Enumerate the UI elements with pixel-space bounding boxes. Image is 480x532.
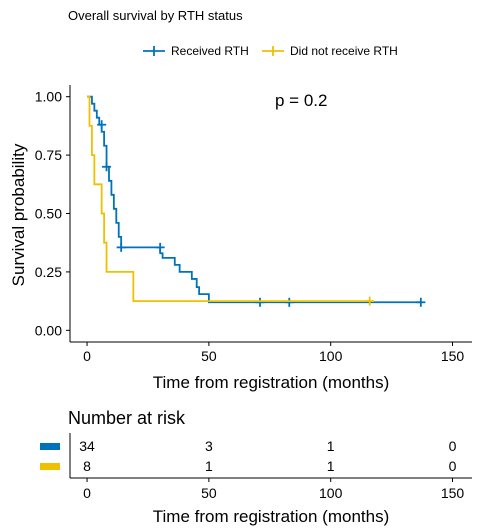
risk-x-tick-label: 0 xyxy=(83,485,91,501)
y-axis-label: Survival probability xyxy=(9,143,28,286)
legend: Received RTH Did not receive RTH xyxy=(143,44,398,58)
risk-cell: 34 xyxy=(79,438,95,454)
legend-item-received: Received RTH xyxy=(143,44,249,58)
risk-row-swatch-received xyxy=(40,443,60,450)
censor-mark-series-0 xyxy=(284,297,294,307)
y-tick-label: 0.50 xyxy=(35,206,62,222)
risk-cell: 3 xyxy=(205,438,213,454)
x-tick-label: 0 xyxy=(83,348,91,364)
risk-table-x-axis-label: Time from registration (months) xyxy=(153,507,389,526)
risk-cells: 34 3 1 0 8 1 1 0 xyxy=(79,438,456,474)
risk-x-tick-label: 150 xyxy=(441,485,465,501)
km-curve-series-1 xyxy=(87,95,370,303)
y-tick-label: 0.00 xyxy=(35,322,62,338)
legend-item-not-received: Did not receive RTH xyxy=(262,44,398,58)
km-curves xyxy=(87,95,426,307)
legend-label-not-received: Did not receive RTH xyxy=(290,44,398,58)
censor-mark-series-0 xyxy=(97,120,107,130)
censor-mark-series-0 xyxy=(155,242,165,252)
risk-cell: 1 xyxy=(327,458,335,474)
x-tick-label: 100 xyxy=(319,348,343,364)
risk-cell: 1 xyxy=(205,458,213,474)
y-tick-label: 1.00 xyxy=(35,89,62,105)
risk-table-title: Number at risk xyxy=(68,408,186,428)
censor-mark-series-0 xyxy=(116,242,126,252)
p-value-annotation: p = 0.2 xyxy=(275,91,327,110)
x-tick-label: 50 xyxy=(201,348,217,364)
x-tick-label: 150 xyxy=(441,348,465,364)
risk-cell: 1 xyxy=(327,438,335,454)
x-axis-label: Time from registration (months) xyxy=(153,373,389,392)
y-ticks: 0.00 0.25 0.50 0.75 1.00 xyxy=(35,89,70,338)
censor-mark-series-0 xyxy=(102,162,112,172)
survival-plot: 0.00 0.25 0.50 0.75 1.00 0 50 100 150 Survival … xyxy=(9,85,472,392)
risk-cell: 0 xyxy=(449,458,457,474)
chart-title: Overall survival by RTH status xyxy=(68,8,243,23)
y-tick-label: 0.25 xyxy=(35,264,62,280)
risk-cell: 8 xyxy=(83,458,91,474)
censor-mark-series-0 xyxy=(255,297,265,307)
censor-mark-series-0 xyxy=(416,297,426,307)
x-ticks: 0 50 100 150 xyxy=(83,342,464,364)
legend-label-received: Received RTH xyxy=(171,44,249,58)
risk-x-tick-label: 50 xyxy=(201,485,217,501)
risk-x-tick-label: 100 xyxy=(319,485,343,501)
risk-row-swatch-not-received xyxy=(40,463,60,470)
risk-cell: 0 xyxy=(449,438,457,454)
censor-mark-series-1 xyxy=(365,296,375,306)
risk-x-ticks: 0 50 100 150 xyxy=(83,478,464,501)
km-curve-series-0 xyxy=(87,95,421,304)
y-tick-label: 0.75 xyxy=(35,147,62,163)
risk-table: Number at risk 34 3 1 0 8 1 1 0 0 50 100 150 Time … xyxy=(40,408,472,526)
